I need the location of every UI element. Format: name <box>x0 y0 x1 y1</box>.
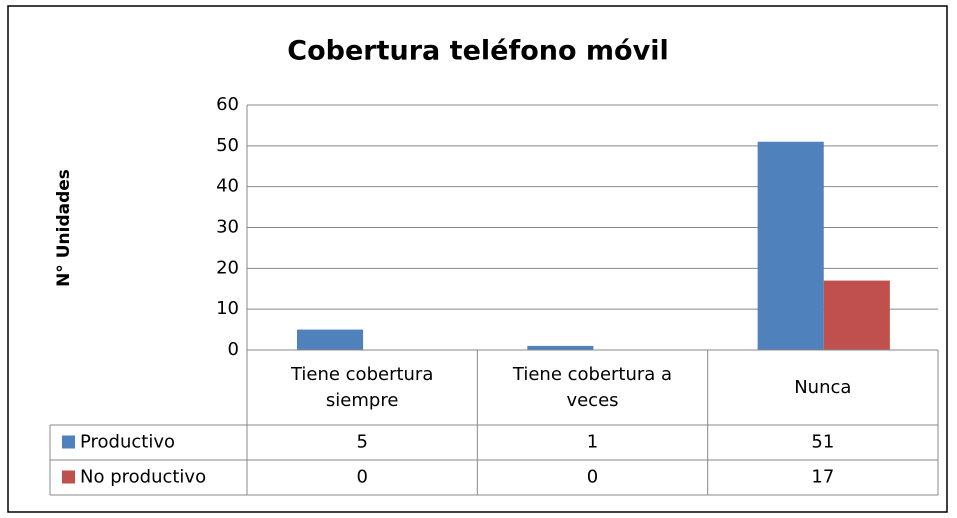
x-tick-label: Nunca <box>794 376 852 398</box>
table-value: 0 <box>356 467 367 488</box>
bar <box>296 329 364 350</box>
bar <box>527 345 594 350</box>
y-tick-label: 60 <box>216 94 239 115</box>
legend-key <box>62 435 75 449</box>
bar <box>757 141 824 350</box>
x-tick-label: Tiene cobertura siempre <box>290 363 434 411</box>
chart-title: Cobertura teléfono móvil <box>287 36 668 67</box>
legend-label: Productivo <box>80 432 175 453</box>
y-tick-label: 30 <box>216 217 239 238</box>
y-tick-label: 40 <box>216 176 239 197</box>
legend-label: No productivo <box>80 467 206 488</box>
bar <box>823 280 890 350</box>
y-tick-label: 20 <box>216 257 239 278</box>
legend-key <box>62 470 75 484</box>
x-tick-label: Tiene cobertura a veces <box>512 363 673 411</box>
table-value: 1 <box>587 432 598 453</box>
chart-border <box>7 5 948 513</box>
table-value: 0 <box>587 467 598 488</box>
table-value: 5 <box>356 432 367 453</box>
y-tick-label: 0 <box>228 339 239 360</box>
table-value: 51 <box>811 432 834 453</box>
table-value: 17 <box>811 467 834 488</box>
y-tick-label: 10 <box>216 298 239 319</box>
y-axis-label: N° Unidades <box>54 169 74 287</box>
y-tick-label: 50 <box>216 135 239 156</box>
